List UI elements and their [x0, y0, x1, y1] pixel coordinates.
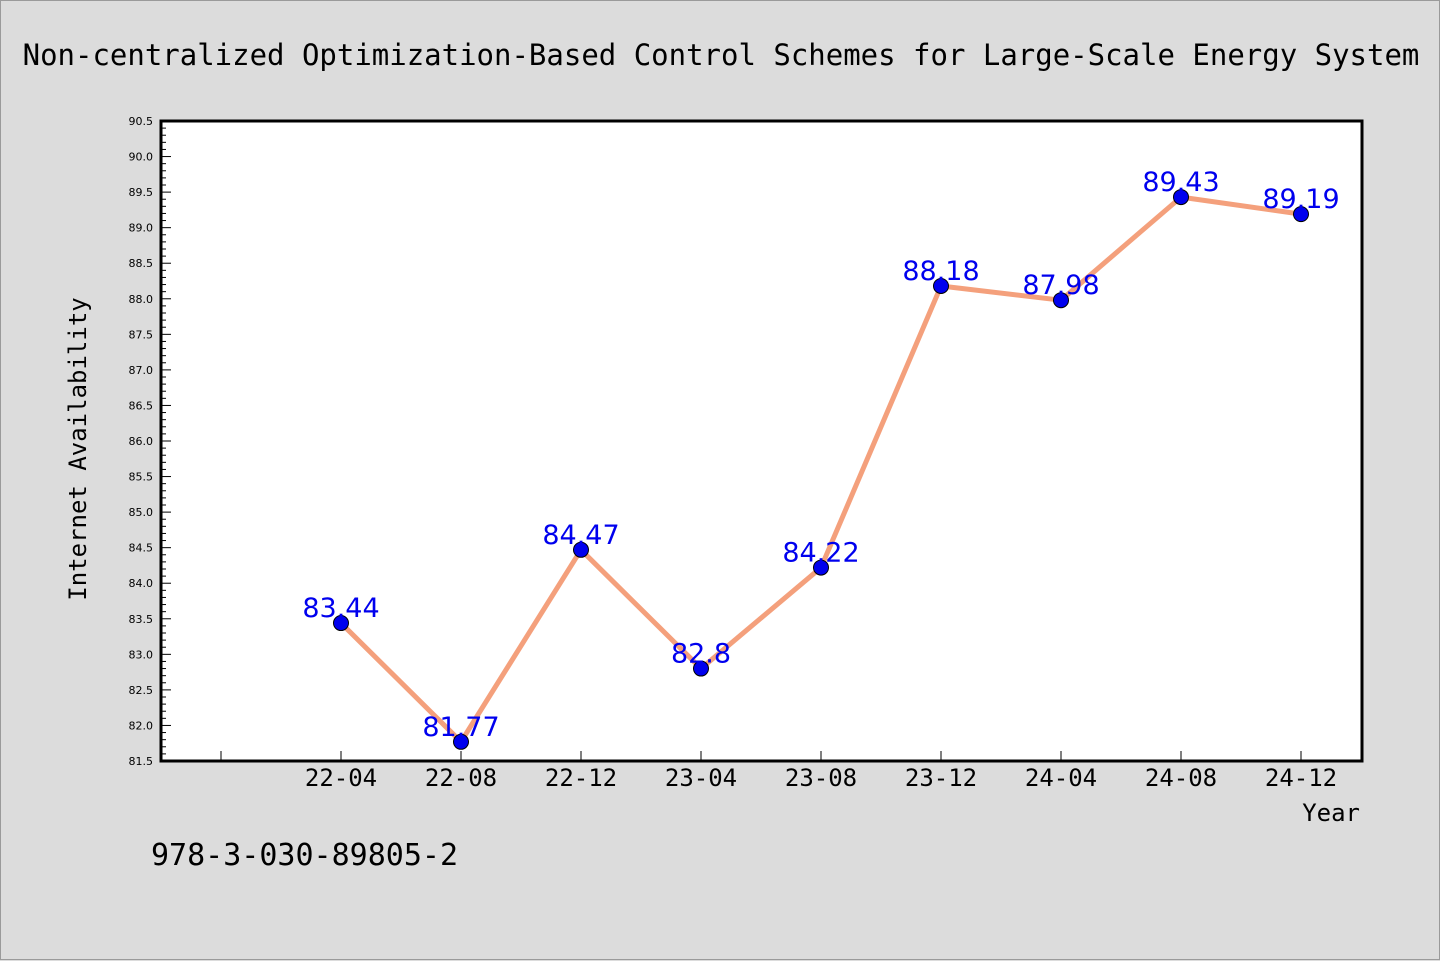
- data-point: [573, 541, 589, 558]
- chart-title: Non-centralized Optimization-Based Contr…: [23, 38, 1420, 72]
- x-axis-ticks: 22-04 22-08 22-12 23-04 23-08 23-12 24-04 24-08…: [220, 751, 1337, 792]
- y-tick-label: 84.0: [129, 577, 154, 590]
- x-tick-label: 23-12: [905, 764, 977, 792]
- plot-area: [159, 119, 1364, 763]
- data-point: [813, 559, 829, 576]
- data-label: 88.18: [902, 256, 979, 287]
- x-tick-label: 23-08: [785, 764, 857, 792]
- data-point: [1173, 189, 1189, 206]
- data-label: 81.77: [422, 712, 499, 743]
- data-point: [1053, 292, 1069, 309]
- data-point: [453, 733, 469, 750]
- y-tick-label: 82.0: [129, 719, 154, 732]
- data-label: 84.22: [782, 538, 859, 569]
- data-label: 83.44: [302, 593, 379, 624]
- y-tick-label: 82.5: [129, 684, 154, 697]
- y-tick-label: 85.0: [129, 506, 154, 519]
- data-point: [333, 615, 349, 632]
- y-tick-label: 81.5: [129, 755, 154, 768]
- x-tick-label: 24-12: [1265, 764, 1337, 792]
- x-tick-label: 23-04: [665, 764, 737, 792]
- data-label: 84.47: [542, 520, 619, 551]
- x-tick-label: 22-08: [425, 764, 497, 792]
- data-point: [1293, 206, 1309, 223]
- y-tick-label: 89.5: [129, 186, 154, 199]
- y-tick-label: 86.5: [129, 399, 154, 412]
- y-tick-label: 90.5: [129, 115, 154, 128]
- data-point: [933, 277, 949, 294]
- y-tick-label: 90.0: [129, 151, 154, 164]
- x-tick-label: 24-04: [1025, 764, 1097, 792]
- x-tick-label: 22-12: [545, 764, 617, 792]
- x-axis-label: Year: [1302, 799, 1360, 827]
- y-tick-label: 86.0: [129, 435, 154, 448]
- series-layer: 83.44 81.77 84.47 82.8 84.22 88.18 87.98 89.43 8…: [302, 167, 1340, 750]
- x-tick-label: 24-08: [1145, 764, 1217, 792]
- y-tick-label: 88.0: [129, 293, 154, 306]
- y-tick-label: 83.5: [129, 613, 154, 626]
- data-label: 87.98: [1022, 270, 1099, 301]
- y-tick-label: 85.5: [129, 471, 154, 484]
- y-tick-label: 87.0: [129, 364, 154, 377]
- y-tick-label: 83.0: [129, 648, 154, 661]
- data-label: 82.8: [671, 639, 731, 670]
- data-point: [693, 660, 709, 677]
- x-tick-label: 22-04: [305, 764, 377, 792]
- y-tick-label: 84.5: [129, 542, 154, 555]
- isbn-annotation: 978-3-030-89805-2: [151, 838, 458, 873]
- y-tick-label: 89.0: [129, 222, 154, 235]
- y-tick-label: 88.5: [129, 257, 154, 270]
- y-tick-label: 87.5: [129, 328, 154, 341]
- data-label: 89.19: [1262, 184, 1339, 215]
- data-label: 89.43: [1142, 167, 1219, 198]
- y-axis-ticks: 81.5 82.0 82.5 83.0 83.5 84.0 84.5 85.0 85.5 86.0…: [129, 115, 171, 768]
- y-axis-label: Internet Availability: [64, 297, 92, 600]
